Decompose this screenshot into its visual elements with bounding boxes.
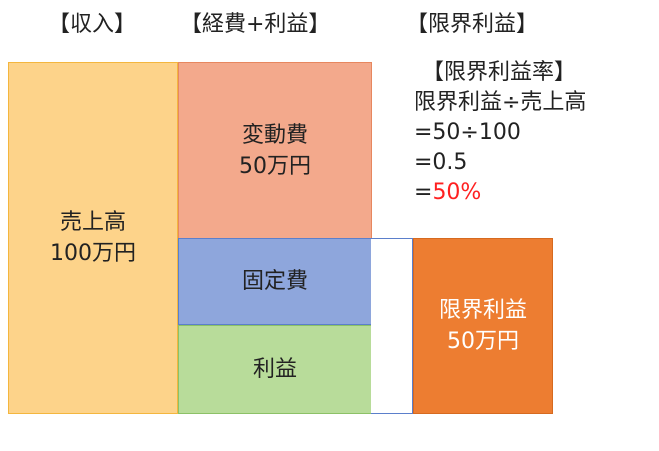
formula-title: 【限界利益率】 <box>422 60 577 85</box>
marginal-profit-block: 限界利益 50万円 <box>413 238 553 414</box>
variable-cost-title: 変動費 <box>241 122 308 148</box>
formula-result-line: =50% <box>414 178 586 208</box>
sales-amount: 100万円 <box>50 241 136 266</box>
fixed-cost-block: 固定費 <box>178 238 372 325</box>
profit-title: 利益 <box>252 357 297 382</box>
formula-result: 50% <box>432 180 482 205</box>
formula-step1: =50÷100 <box>414 120 521 145</box>
marginal-profit-amount: 50万円 <box>447 329 519 354</box>
fixed-cost-title: 固定費 <box>241 269 308 294</box>
formula-panel: 【限界利益率】 限界利益÷売上高 =50÷100 =0.5 =50% <box>414 58 586 208</box>
variable-cost-block: 変動費 50万円 <box>178 62 372 239</box>
formula-result-prefix: = <box>414 180 433 205</box>
header-cost-profit: 【経費+利益】 <box>180 12 331 37</box>
header-revenue: 【収入】 <box>48 12 137 37</box>
formula-expression: 限界利益÷売上高 <box>414 90 587 115</box>
profit-block: 利益 <box>178 325 372 414</box>
header-marginal-profit: 【限界利益】 <box>406 12 539 37</box>
variable-cost-amount: 50万円 <box>239 153 311 179</box>
sales-block: 売上高 100万円 <box>8 62 178 414</box>
formula-step2: =0.5 <box>414 150 468 175</box>
connector-outline <box>371 238 413 414</box>
sales-title: 売上高 <box>59 210 126 235</box>
marginal-profit-title: 限界利益 <box>438 298 527 323</box>
